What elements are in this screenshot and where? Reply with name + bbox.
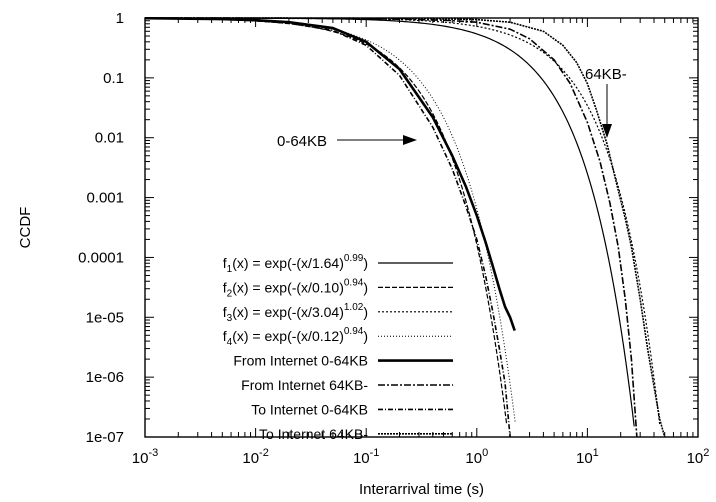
y-tick-label: 1e-06 [86,369,124,386]
y-tick-label: 1e-05 [86,309,124,326]
legend-label-f4: f4(x) = exp(-(x/0.12)0.94) [223,326,368,348]
series-line-3 [144,17,511,438]
legend-label-series-1: From Internet 0-64KB [233,353,368,369]
axis-ticks: 10-3 10-2 10-1 100 101 102 1 0.1 0.01 0.001 0.0001… [78,10,709,467]
legend-label-series-4: To Internet 64KB- [259,426,368,442]
y-tick-label: 0.0001 [78,249,124,266]
x-tick-label: 10-3 [132,447,158,467]
x-tick-label: 10-2 [242,447,268,467]
plot-frame [144,17,699,438]
series-line-4 [144,17,666,438]
fit-curve-f1 [145,17,635,427]
annotation-64kb: 64KB- [585,66,627,83]
series-line-2 [144,17,638,438]
y-tick-label: 0.1 [103,70,124,87]
legend-label-series-3: To Internet 0-64KB [251,401,368,417]
annotation-arrowhead-64kb [602,124,612,138]
annotation-0-64kb: 0-64KB [277,133,327,150]
x-tick-label: 100 [465,447,488,467]
annotations: 0-64KB 64KB- [277,66,627,150]
annotation-arrowhead-0-64kb [403,135,417,145]
x-tick-label: 10-1 [353,447,379,467]
y-tick-label: 0.01 [95,130,124,147]
legend-label-series-2: From Internet 64KB- [241,377,368,393]
x-tick-label: 102 [687,447,710,467]
y-tick-label: 1 [116,10,124,27]
legend-label-f3: f3(x) = exp(-(x/3.04)1.02) [223,302,368,324]
x-axis-label: Interarrival time (s) [359,481,484,498]
y-axis-label: CCDF [17,207,34,249]
y-tick-label: 0.001 [86,190,124,207]
legend: f1(x) = exp(-(x/1.64)0.99)f2(x) = exp(-(… [223,253,453,442]
legend-label-f2: f2(x) = exp(-(x/0.10)0.94) [223,277,368,299]
y-tick-label: 1e-07 [86,429,124,446]
legend-label-f1: f1(x) = exp(-(x/1.64)0.99) [223,253,368,275]
x-tick-label: 101 [576,447,599,467]
series-line-1 [144,16,516,331]
